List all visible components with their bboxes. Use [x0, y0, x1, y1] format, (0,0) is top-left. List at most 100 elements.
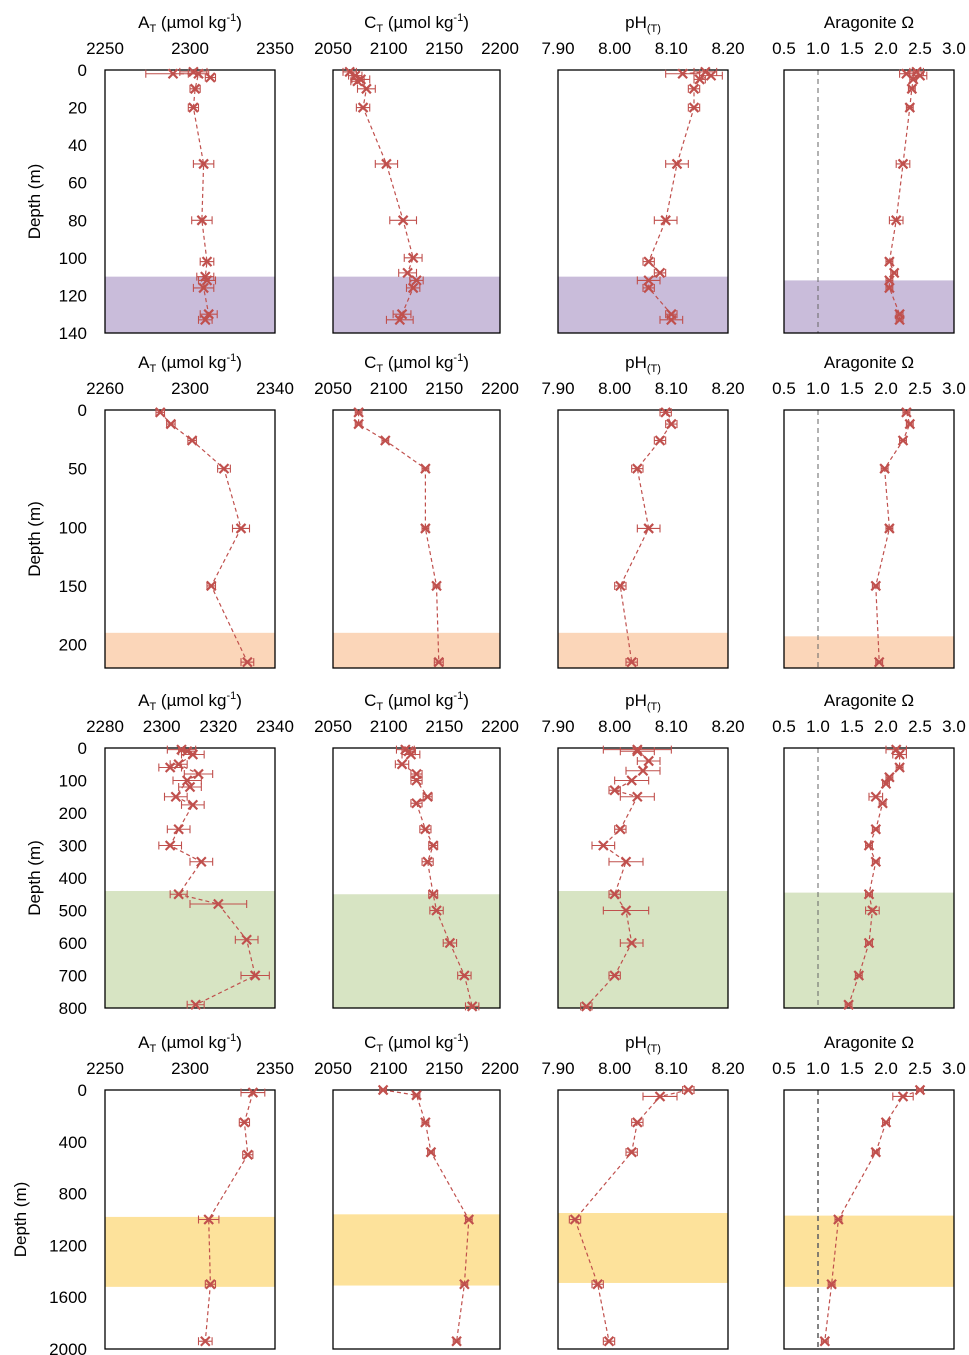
panel-2-1-point-13: [442, 937, 458, 949]
panel-2-0-point-2: [180, 749, 205, 760]
x-marker: [249, 970, 261, 981]
panel-1-0-xtick-label: 2300: [171, 379, 209, 398]
x-marker: [897, 1091, 909, 1102]
x-marker: [643, 755, 654, 767]
panel-1-3-point-6: [873, 656, 885, 668]
x-marker: [897, 435, 909, 446]
x-marker: [890, 215, 902, 226]
panel-2-3-xtick-label: 1.0: [806, 717, 830, 736]
panel-3-1-point-2: [420, 1117, 431, 1128]
x-marker: [660, 407, 671, 418]
x-marker: [459, 970, 470, 981]
x-marker: [422, 791, 433, 803]
x-marker: [863, 840, 875, 851]
panel-1-1-point-4: [420, 523, 431, 534]
panel-3-3-xtick-label: 2.0: [874, 1059, 898, 1078]
x-marker: [643, 256, 654, 267]
panel-3-2-point-0: [682, 1084, 695, 1096]
panel-1-2-frame: [557, 409, 729, 669]
panel-3-2-point-1: [642, 1091, 678, 1102]
x-marker: [444, 937, 456, 949]
x-marker: [396, 308, 408, 320]
panel-3-0: 2250 2300 2350 AT (µmol kg-1) 0 400 800 1200 160…: [11, 1032, 294, 1355]
panel-2-0-ytick-label: 500: [59, 902, 87, 921]
panel-3-1-xtick-label: 2150: [425, 1059, 463, 1078]
panel-2-2-point-0: [602, 744, 672, 755]
panel-2-2-title: pH(T): [625, 691, 661, 713]
panel-0-0-point-8: [199, 256, 215, 267]
x-marker: [344, 66, 355, 78]
panel-0-3-point-3: [907, 74, 919, 85]
panel-2-3-point-6: [877, 797, 888, 809]
panel-2-2-xtick-label: 7.90: [541, 717, 574, 736]
panel-3-0-ytick-label: 1200: [49, 1236, 87, 1255]
panel-2-0-point-9: [180, 799, 205, 811]
panel-0-3-xtick-label: 2.0: [874, 39, 898, 58]
panel-1-1-shaded-band: [333, 632, 500, 668]
x-marker: [694, 74, 705, 85]
x-marker: [901, 407, 912, 418]
panel-2-2-frame: [557, 747, 729, 1009]
panel-2-1-shaded-band: [333, 894, 500, 1008]
panel-1-3-xtick-label: 1.5: [840, 379, 864, 398]
panel-0-1-point-9: [398, 267, 418, 279]
x-marker: [431, 580, 442, 592]
panel-0-2-xtick-label: 7.90: [541, 39, 574, 58]
panel-2-2-point-2: [636, 755, 661, 767]
panel-1-0-ytick-label: 200: [59, 636, 87, 655]
panel-3-2-point-4: [568, 1214, 582, 1225]
x-marker: [205, 72, 216, 83]
x-marker: [632, 463, 643, 474]
panel-1-2-point-2: [653, 435, 667, 446]
panel-1-1-title: CT (µmol kg-1): [364, 352, 469, 375]
panel-0-2-point-1: [693, 66, 718, 78]
panel-0-0-point-10: [197, 275, 217, 286]
x-marker: [671, 158, 683, 170]
x-marker: [632, 744, 643, 755]
panel-1-3: 0.5 1.0 1.5 2.0 2.5 3.0 Aragonite Ω: [772, 353, 966, 669]
x-marker: [700, 66, 711, 78]
panel-3-1-point-3: [425, 1146, 437, 1158]
panel-1-1-point-1: [353, 418, 364, 430]
x-marker: [352, 75, 363, 87]
x-marker: [654, 435, 666, 446]
panel-1-3-point-5: [870, 580, 882, 592]
panel-2-1-point-7: [410, 797, 423, 809]
x-marker: [877, 797, 888, 809]
x-marker: [205, 580, 217, 592]
panel-0-0-point-1: [179, 66, 208, 78]
x-marker: [201, 275, 213, 286]
panel-2-2: 7.90 8.00 8.10 8.20 pH(T): [541, 691, 745, 1012]
x-marker: [632, 1117, 643, 1128]
panel-2-2-point-7: [614, 823, 627, 835]
x-marker: [654, 1091, 666, 1102]
x-marker: [196, 856, 207, 868]
panel-3-3-point-3: [870, 1146, 882, 1158]
panel-2-0-ytick-label: 700: [59, 967, 87, 986]
x-marker: [569, 1214, 581, 1225]
panel-1-1-xtick-label: 2100: [370, 379, 408, 398]
x-marker: [688, 102, 700, 113]
panel-1-2-point-1: [665, 418, 678, 430]
panel-1-2: 7.90 8.00 8.10 8.20 pH(T): [541, 353, 745, 669]
panel-2-2-point-14: [580, 1001, 593, 1012]
panel-0-3: 0.5 1.0 1.5 2.0 2.5 3.0 Aragonite Ω: [772, 13, 966, 334]
panel-1-3-point-1: [904, 418, 916, 430]
panel-0-1-point-13: [385, 314, 414, 326]
panel-3-3-point-6: [819, 1335, 831, 1347]
panel-1-2-shaded-band: [558, 632, 728, 668]
x-marker: [626, 775, 637, 786]
panel-3-0-ytick-label: 400: [59, 1133, 87, 1152]
panel-2-1-point-3: [394, 758, 410, 770]
panel-3-1-point-4: [463, 1214, 475, 1225]
panel-3-1-point-1: [411, 1089, 422, 1101]
panel-0-3-xtick-label: 0.5: [772, 39, 796, 58]
x-marker: [198, 282, 209, 294]
panel-1-3-shaded-band: [784, 636, 954, 668]
panel-3-0-title: AT (µmol kg-1): [138, 1032, 242, 1055]
panel-3-2-xtick-label: 8.10: [655, 1059, 688, 1078]
x-marker: [353, 418, 364, 430]
x-marker: [884, 771, 895, 783]
panel-2-2-point-8: [591, 840, 616, 851]
x-marker: [241, 934, 252, 946]
